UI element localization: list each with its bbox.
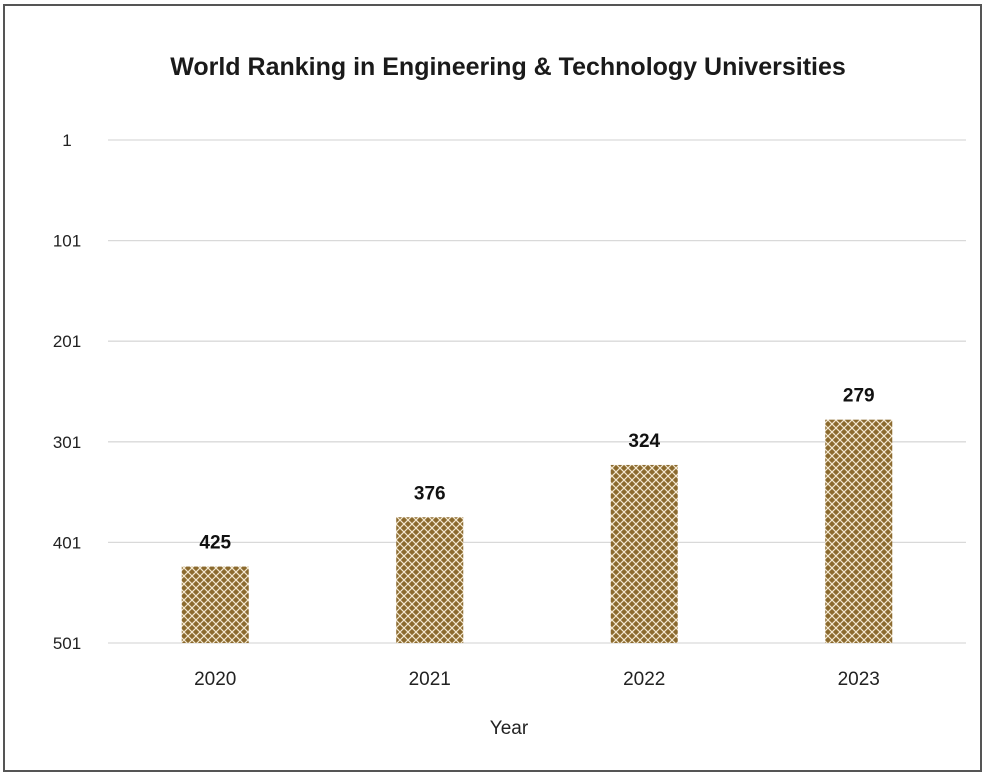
x-tick-label: 2023 [838,669,880,690]
data-labels: 425 376 324 279 [199,386,874,554]
x-axis-ticks: 2020 2021 2022 2023 [194,669,880,690]
y-axis-ticks: 1 101 201 301 401 501 [53,131,81,653]
y-tick-label: 401 [53,533,81,552]
y-tick-label: 1 [62,131,71,150]
y-tick-label: 501 [53,634,81,653]
data-label: 376 [414,483,446,504]
y-tick-label: 201 [53,332,81,351]
bar [181,566,249,643]
y-tick-label: 101 [53,232,81,251]
x-tick-label: 2020 [194,669,236,690]
chart-frame [3,4,982,772]
bar [825,419,893,643]
bars [181,419,893,643]
data-label: 425 [199,533,231,554]
data-label: 324 [628,431,660,452]
x-tick-label: 2022 [623,669,665,690]
bar [396,517,464,643]
data-label: 279 [843,386,875,407]
chart-title: World Ranking in Engineering & Technolog… [170,53,846,81]
gridlines [108,139,966,644]
x-axis-title: Year [490,718,529,739]
bar [610,464,678,643]
x-tick-label: 2021 [409,669,451,690]
y-tick-label: 301 [53,433,81,452]
